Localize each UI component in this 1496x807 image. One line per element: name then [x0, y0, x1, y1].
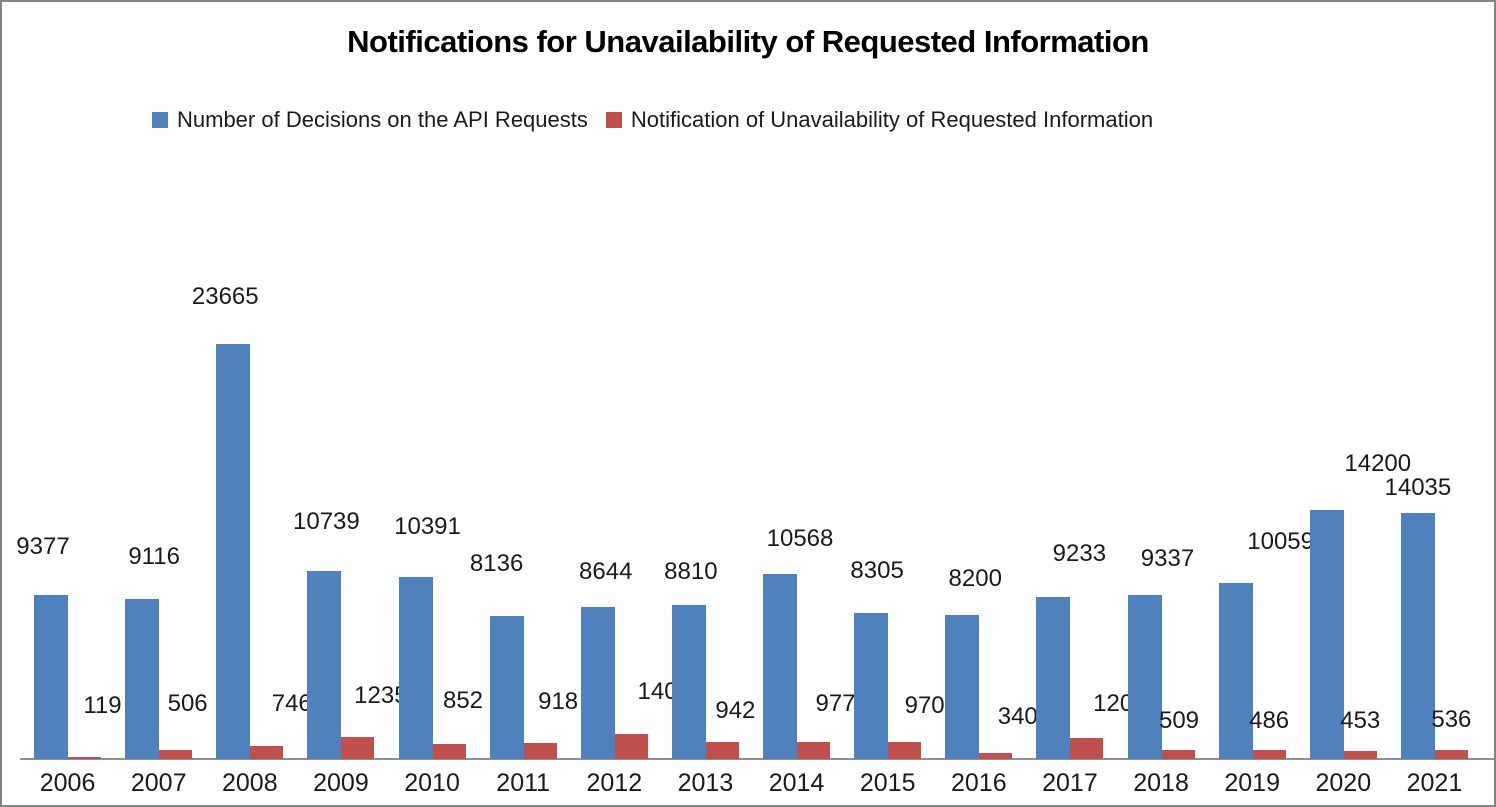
x-axis-label-2006: 2006 — [39, 769, 96, 797]
data-label-decisions-2009: 10739 — [293, 507, 360, 535]
x-axis-label-2012: 2012 — [586, 769, 643, 797]
x-axis-label-2011: 2011 — [496, 769, 551, 797]
legend-label: Number of Decisions on the API Requests — [177, 107, 588, 132]
x-axis-label-2017: 2017 — [1042, 769, 1098, 797]
data-label-decisions-2018: 9337 — [1140, 545, 1195, 573]
legend-swatch-icon — [152, 112, 168, 128]
data-label-notifications-2019: 486 — [1249, 707, 1290, 735]
data-label-decisions-2012: 8644 — [579, 558, 633, 586]
data-label-decisions-2020: 14200 — [1344, 449, 1412, 477]
data-label-decisions-2008: 23665 — [191, 283, 259, 310]
x-axis-label-2007: 2007 — [130, 769, 187, 797]
data-label-notifications-2007: 506 — [167, 690, 208, 718]
bar-decisions-2011 — [489, 616, 524, 759]
bar-decisions-2015 — [854, 613, 889, 759]
data-label-decisions-2017: 9233 — [1052, 540, 1107, 568]
chart-legend: Number of Decisions on the API Requests N… — [152, 107, 1153, 133]
bar-notifications-2018 — [1161, 750, 1195, 759]
data-label-decisions-2015: 8305 — [850, 557, 904, 585]
bar-notifications-2016 — [979, 753, 1013, 759]
bar-decisions-2009 — [307, 570, 342, 759]
data-label-decisions-2007: 9116 — [128, 543, 180, 571]
chart-title: Notifications for Unavailability of Requ… — [347, 24, 1149, 59]
bar-notifications-2012 — [614, 734, 648, 759]
bar-decisions-2006 — [34, 594, 68, 759]
data-label-notifications-2010: 852 — [442, 687, 484, 715]
data-label-notifications-2014: 977 — [815, 689, 856, 717]
bar-notifications-2011 — [523, 742, 557, 759]
bar-decisions-2010 — [398, 576, 433, 759]
x-axis-line — [20, 758, 1494, 760]
bar-notifications-2010 — [432, 744, 466, 759]
bar-decisions-2017 — [1036, 597, 1071, 759]
bar-notifications-2019 — [1252, 750, 1286, 759]
data-label-notifications-2015: 970 — [904, 691, 945, 719]
bar-decisions-2018 — [1127, 595, 1162, 759]
data-label-notifications-2020: 453 — [1340, 707, 1381, 735]
bar-notifications-2017 — [1070, 737, 1104, 759]
bar-decisions-2019 — [1218, 582, 1253, 759]
data-label-decisions-2021: 14035 — [1384, 473, 1452, 501]
bar-decisions-2020 — [1309, 509, 1344, 759]
bar-notifications-2006 — [68, 756, 101, 759]
data-label-notifications-2016: 340 — [997, 703, 1038, 731]
data-label-decisions-2019: 10059 — [1247, 527, 1314, 555]
x-axis-label-2016: 2016 — [951, 769, 1007, 797]
x-axis-label-2015: 2015 — [859, 769, 916, 797]
bar-notifications-2014 — [797, 741, 830, 759]
data-label-notifications-2011: 918 — [538, 687, 579, 715]
data-label-decisions-2010: 10391 — [394, 512, 461, 540]
bar-notifications-2013 — [705, 742, 739, 759]
bar-decisions-2016 — [945, 615, 980, 759]
legend-swatch-icon — [605, 112, 622, 128]
data-label-decisions-2014: 10568 — [766, 524, 834, 552]
bar-decisions-2014 — [763, 573, 797, 759]
bar-notifications-2009 — [341, 737, 375, 759]
data-label-notifications-2006: 119 — [83, 691, 122, 719]
data-label-decisions-2011: 8136 — [469, 550, 524, 578]
legend-entry-1: Notification of Unavailability of Reques… — [605, 107, 1154, 133]
bar-notifications-2021 — [1434, 749, 1468, 759]
bar-decisions-2007 — [125, 599, 160, 759]
bar-notifications-2015 — [888, 741, 922, 759]
legend-label: Notification of Unavailability of Reques… — [630, 107, 1154, 132]
bar-notifications-2020 — [1343, 751, 1377, 759]
data-label-notifications-2021: 536 — [1431, 705, 1472, 733]
x-axis-label-2021: 2021 — [1406, 769, 1463, 797]
bar-decisions-2008 — [216, 344, 251, 759]
bar-decisions-2013 — [671, 604, 706, 759]
x-axis-label-2009: 2009 — [313, 769, 369, 797]
x-axis-label-2019: 2019 — [1224, 769, 1280, 797]
data-label-decisions-2016: 8200 — [948, 565, 1002, 593]
data-label-decisions-2006: 9377 — [16, 532, 70, 560]
bar-notifications-2007 — [159, 750, 193, 759]
bar-decisions-2021 — [1400, 512, 1435, 759]
x-axis-label-2010: 2010 — [404, 769, 460, 797]
x-axis-label-2020: 2020 — [1315, 769, 1372, 797]
bar-decisions-2012 — [580, 607, 615, 759]
x-axis-label-2018: 2018 — [1133, 769, 1189, 797]
legend-entry-0: Number of Decisions on the API Requests — [152, 107, 588, 133]
data-label-notifications-2013: 942 — [715, 697, 756, 725]
data-label-notifications-2018: 509 — [1158, 707, 1200, 735]
data-label-notifications-2008: 746 — [271, 689, 312, 717]
bar-notifications-2008 — [250, 745, 284, 759]
x-axis-label-2014: 2014 — [768, 769, 825, 797]
data-label-decisions-2013: 8810 — [664, 557, 718, 585]
x-axis-label-2008: 2008 — [222, 769, 278, 797]
x-axis-label-2013: 2013 — [677, 769, 734, 797]
